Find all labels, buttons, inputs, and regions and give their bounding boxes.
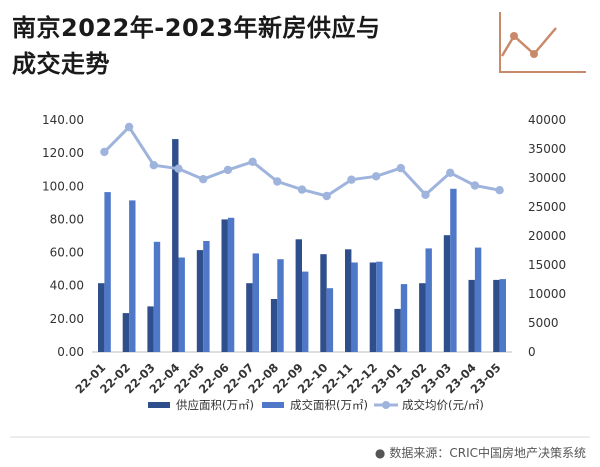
supply-bar xyxy=(320,254,327,352)
price-point xyxy=(396,163,405,173)
y-left-tick-label: 100.00 xyxy=(42,179,84,193)
price-point xyxy=(149,161,158,170)
chart-legend: 供应面积(万㎡) 成交面积(万㎡) 成交均价(元/㎡) xyxy=(148,398,484,412)
price-point xyxy=(223,165,233,175)
y-left-tick-label: 60.00 xyxy=(50,246,84,260)
deal-bar xyxy=(499,279,506,352)
chart-bars xyxy=(98,139,506,352)
price-point xyxy=(297,185,307,194)
deal-bar xyxy=(302,271,309,352)
deal-bar xyxy=(153,241,161,352)
y-left-tick-label: 140.00 xyxy=(42,113,84,127)
supply-bar xyxy=(468,279,475,352)
deal-bar xyxy=(203,241,210,352)
y-left-tick-label: 120.00 xyxy=(42,146,84,160)
supply-bar xyxy=(270,299,278,352)
legend-swatch xyxy=(262,402,284,408)
y-left-tick-label: 80.00 xyxy=(50,212,84,226)
price-point xyxy=(273,177,282,186)
data-source: ● 数据来源：CRIC中国房地产决策系统 xyxy=(375,444,586,461)
chart-title-line-2: 成交走势 xyxy=(12,50,110,78)
price-point xyxy=(199,175,208,184)
price-point xyxy=(100,147,109,157)
supply-bar xyxy=(369,262,377,352)
y-right-tick-label: 25000 xyxy=(528,200,566,214)
deal-bar xyxy=(326,288,334,352)
y-right-tick-label: 10000 xyxy=(528,287,566,301)
chart-price-line xyxy=(100,122,504,201)
price-point xyxy=(248,157,257,166)
bullet-icon: ● xyxy=(374,446,386,460)
supply-bar xyxy=(98,283,105,352)
y-right-tick-label: 15000 xyxy=(528,258,566,272)
y-right-tick-label: 20000 xyxy=(528,229,566,243)
price-point xyxy=(495,186,504,195)
price-point xyxy=(421,190,430,199)
supply-bar xyxy=(394,308,401,352)
deal-bar xyxy=(474,247,482,352)
chart-title: 南京2022年-2023年新房供应与 成交走势 xyxy=(12,10,482,82)
deal-bar xyxy=(227,217,235,352)
legend-label: 成交均价(元/㎡) xyxy=(402,398,484,412)
legend-swatch-dot xyxy=(382,401,390,409)
supply-bar xyxy=(295,239,302,352)
chart-title-line-1: 南京2022年-2023年新房供应与 xyxy=(12,14,381,42)
y-right-tick-label: 35000 xyxy=(528,142,566,156)
deal-bar xyxy=(252,253,259,352)
supply-bar xyxy=(172,139,179,352)
y-left-tick-label: 0.00 xyxy=(57,345,84,359)
deal-bar xyxy=(178,257,185,352)
price-point xyxy=(446,168,455,177)
y-right-tick-label: 5000 xyxy=(528,316,559,330)
price-point xyxy=(124,122,134,132)
deal-bar xyxy=(450,188,457,352)
deal-bar xyxy=(129,200,136,352)
supply-bar xyxy=(221,219,228,352)
deal-bar xyxy=(104,192,111,352)
y-left-tick-label: 40.00 xyxy=(50,279,84,293)
deal-bar xyxy=(376,261,383,352)
price-point xyxy=(322,191,331,201)
deal-bar xyxy=(425,248,432,352)
data-source-text: 数据来源：CRIC中国房地产决策系统 xyxy=(389,446,586,460)
chart-axes: 0.00 20.00 40.00 60.00 80.00 100.00 120.00 140.… xyxy=(42,113,566,396)
y-right-tick-label: 40000 xyxy=(528,113,566,127)
y-right-tick-label: 0 xyxy=(528,345,536,359)
deal-bar xyxy=(277,259,284,352)
supply-bar xyxy=(345,249,352,352)
supply-bar xyxy=(122,313,130,352)
supply-bar xyxy=(147,306,154,352)
legend-label: 供应面积(万㎡) xyxy=(176,398,254,412)
legend-swatch xyxy=(148,402,170,408)
deal-bar xyxy=(351,262,358,352)
price-point xyxy=(470,181,480,190)
line-chart-logo-icon xyxy=(499,12,586,73)
price-point xyxy=(371,172,381,181)
supply-bar xyxy=(493,279,500,352)
y-right-tick-label: 30000 xyxy=(528,171,566,185)
deal-bar xyxy=(400,284,408,352)
y-left-tick-label: 20.00 xyxy=(50,312,84,326)
supply-bar xyxy=(196,250,204,352)
supply-bar xyxy=(443,235,451,352)
legend-label: 成交面积(万㎡) xyxy=(290,398,368,412)
supply-bar xyxy=(246,283,253,352)
price-point xyxy=(347,175,356,184)
price-point xyxy=(174,164,183,173)
supply-bar xyxy=(419,283,426,352)
